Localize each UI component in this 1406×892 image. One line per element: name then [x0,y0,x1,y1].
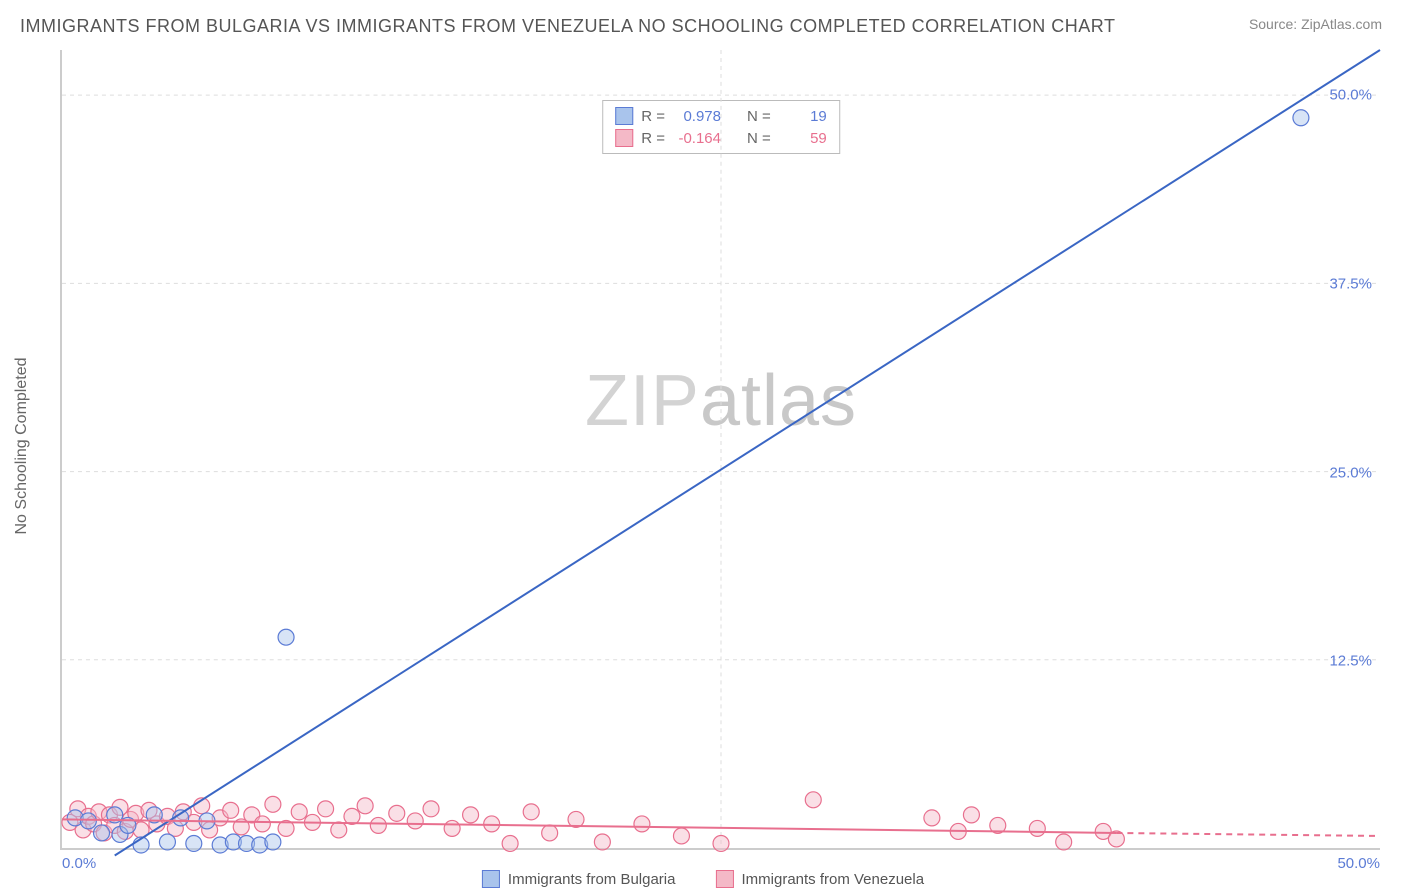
data-point [278,629,294,645]
data-point [186,836,202,852]
data-point [318,801,334,817]
data-point [407,813,423,829]
data-point [1056,834,1072,850]
source-label: Source: ZipAtlas.com [1249,16,1382,32]
data-point [924,810,940,826]
legend-swatch-venezuela [715,870,733,888]
plot-area: ZIPatlas R = 0.978 N = 19 R = -0.164 N =… [60,50,1380,850]
trend-line [1116,833,1380,836]
chart-svg [62,50,1380,848]
data-point [265,796,281,812]
data-point [594,834,610,850]
data-point [254,816,270,832]
data-point [963,807,979,823]
data-point [423,801,439,817]
data-point [331,822,347,838]
data-point [502,836,518,852]
data-point [370,817,386,833]
data-point [805,792,821,808]
legend-label-venezuela: Immigrants from Venezuela [741,871,924,888]
data-point [265,834,281,850]
chart-title: IMMIGRANTS FROM BULGARIA VS IMMIGRANTS F… [20,16,1115,37]
data-point [1029,820,1045,836]
data-point [357,798,373,814]
y-tick-label: 25.0% [1329,464,1372,481]
x-tick-min: 0.0% [62,855,96,872]
data-point [523,804,539,820]
legend-swatch-bulgaria [482,870,500,888]
trend-line [115,50,1380,856]
x-tick-max: 50.0% [1337,855,1380,872]
data-point [389,805,405,821]
y-tick-label: 37.5% [1329,275,1372,292]
data-point [159,834,175,850]
data-point [291,804,307,820]
legend-label-bulgaria: Immigrants from Bulgaria [508,871,676,888]
data-point [713,836,729,852]
data-point [444,820,460,836]
data-point [673,828,689,844]
data-point [344,808,360,824]
legend-item-venezuela: Immigrants from Venezuela [715,870,924,888]
data-point [223,802,239,818]
y-axis-label: No Schooling Completed [13,358,31,535]
legend-item-bulgaria: Immigrants from Bulgaria [482,870,676,888]
data-point [463,807,479,823]
bottom-legend: Immigrants from Bulgaria Immigrants from… [482,870,924,888]
data-point [80,813,96,829]
data-point [634,816,650,832]
data-point [1293,110,1309,126]
y-tick-label: 50.0% [1329,87,1372,104]
data-point [542,825,558,841]
data-point [94,825,110,841]
y-tick-label: 12.5% [1329,653,1372,670]
